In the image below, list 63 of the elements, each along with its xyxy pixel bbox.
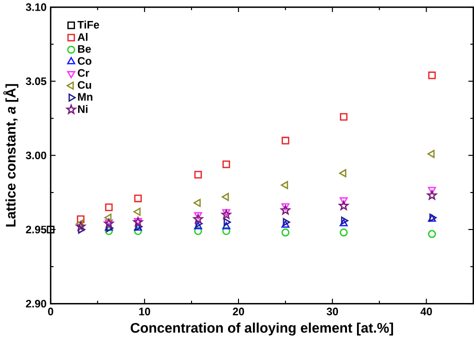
point (76, 220, 84, 228)
point (427, 190, 437, 200)
y-tick-label: 2.90 (26, 300, 46, 308)
legend-label: TiFe (77, 20, 100, 29)
y-tick-label: 3.10 (26, 3, 46, 12)
x-tick-label: 30 (326, 308, 338, 316)
point (338, 200, 349, 210)
point (222, 160, 230, 168)
y-tick-label: 3.05 (26, 78, 46, 86)
point (104, 227, 113, 236)
point (222, 209, 230, 216)
point (282, 218, 290, 226)
point (133, 208, 141, 216)
point (194, 170, 202, 179)
point (76, 222, 86, 231)
point (221, 210, 232, 220)
point (281, 220, 290, 228)
point (281, 203, 290, 210)
point (46, 226, 54, 234)
point (340, 219, 348, 226)
point (428, 72, 436, 80)
point (105, 204, 113, 212)
point (281, 228, 290, 237)
point (224, 218, 231, 226)
x-tick-label: 20 (232, 308, 244, 316)
y-tick-label: 3.00 (26, 152, 46, 160)
point (280, 181, 288, 190)
x-tick-label: 40 (420, 308, 432, 316)
point (76, 215, 84, 224)
point (341, 216, 348, 225)
point (222, 222, 230, 230)
point (428, 230, 436, 238)
point (194, 227, 202, 236)
point (340, 228, 348, 237)
x-axis-title: Concentration of alloying element [at.%] (130, 322, 394, 336)
point (194, 198, 201, 208)
point (222, 227, 230, 236)
point (428, 187, 436, 194)
point (340, 197, 348, 205)
point (222, 192, 229, 202)
point (280, 205, 290, 215)
legend-label: Cu (78, 81, 92, 89)
legend-label: Al (78, 33, 88, 41)
point (195, 220, 203, 228)
legend-label: Mn (78, 93, 92, 101)
point (78, 226, 86, 234)
y-axis-title: Lattice constant, a [Å] (3, 84, 18, 227)
point (340, 113, 348, 121)
point (339, 169, 346, 178)
point (134, 194, 142, 202)
point (134, 227, 142, 236)
point (193, 214, 203, 224)
y-tick-label: 2.95 (26, 226, 46, 234)
legend-label: Co (78, 57, 92, 65)
legend-label: Ni (78, 105, 88, 113)
point (194, 212, 202, 220)
point (194, 222, 202, 230)
point (427, 150, 435, 158)
point (282, 136, 290, 144)
x-tick-label: 0 (48, 308, 54, 316)
x-tick-label: 10 (139, 308, 150, 316)
legend-label: Cr (78, 69, 90, 77)
legend-label: Be (78, 45, 91, 53)
